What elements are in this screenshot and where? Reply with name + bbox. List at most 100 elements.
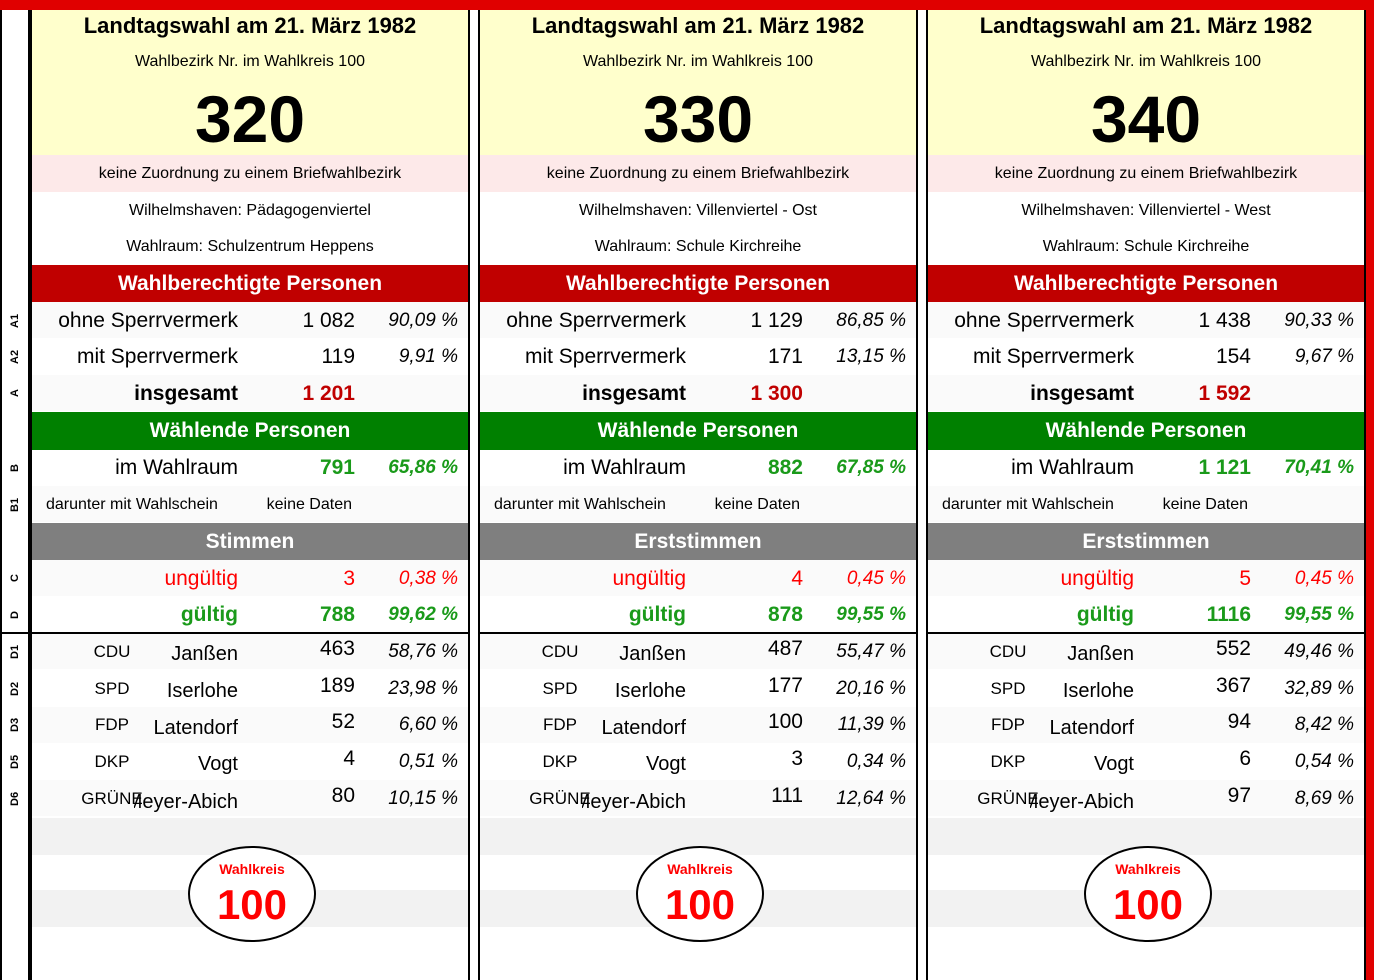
stripe — [32, 633, 468, 669]
percent: 70,41 % — [1284, 457, 1354, 478]
title: Landtagswahl am 21. März 1982 — [979, 13, 1313, 38]
divider — [0, 632, 30, 634]
badge-number: 100 — [216, 881, 288, 928]
label: mit Sperrvermerk — [972, 345, 1134, 368]
candidate: Iserlohe — [166, 680, 238, 702]
percent: 99,55 % — [1284, 604, 1354, 625]
value: 1 129 — [750, 308, 803, 332]
assignment: keine Zuordnung zu einem Briefwahlbezirk — [98, 164, 402, 182]
row-label: B1 — [9, 497, 21, 512]
stripe — [480, 302, 916, 338]
header-bg — [928, 412, 1364, 450]
section-header: Wahlberechtigte Personen — [565, 271, 831, 295]
stripe — [480, 780, 916, 816]
header-bg — [32, 265, 468, 302]
percent: 6,60 % — [398, 714, 458, 735]
label: im Wahlraum — [1011, 456, 1134, 479]
header-bg — [480, 265, 916, 302]
badge-label: Wahlkreis — [219, 861, 285, 877]
candidate: Meyer-Abich — [582, 790, 686, 813]
stripe — [480, 633, 916, 669]
candidate: Latendorf — [153, 716, 238, 739]
row-label: D — [9, 611, 21, 619]
percent: 0,34 % — [846, 750, 906, 772]
section-header: Wahlberechtigte Personen — [117, 271, 383, 295]
label: insgesamt — [582, 381, 686, 405]
candidate: Janßen — [619, 643, 686, 665]
percent: 32,89 % — [1284, 677, 1354, 699]
candidate: Janßen — [1067, 643, 1134, 665]
stripe — [32, 375, 468, 411]
stripe — [928, 302, 1364, 338]
value: 80 — [331, 784, 355, 807]
party: CDU — [541, 641, 579, 661]
district-number: 340 — [1090, 82, 1202, 155]
label: ungültig — [612, 566, 686, 590]
district: Wilhelmshaven: Villenviertel - Ost — [578, 201, 817, 219]
value: 177 — [767, 673, 803, 697]
candidate: Janßen — [171, 643, 238, 665]
percent: 49,46 % — [1284, 640, 1354, 662]
room: Wahlraum: Schule Kirchreihe — [594, 238, 802, 255]
room: Wahlraum: Schulzentrum Heppens — [126, 238, 374, 255]
party: FDP — [991, 715, 1025, 734]
percent: 55,47 % — [836, 640, 906, 662]
value: keine Daten — [714, 495, 800, 513]
percent: 13,15 % — [836, 346, 906, 367]
candidate: Iserlohe — [1062, 680, 1134, 702]
percent: 99,55 % — [836, 604, 906, 625]
party: DKP — [990, 751, 1026, 771]
label: im Wahlraum — [563, 456, 686, 479]
value: 1 121 — [1198, 456, 1251, 479]
stripe — [480, 560, 916, 596]
value: keine Daten — [266, 495, 352, 513]
candidate: Vogt — [197, 753, 238, 775]
district: Wilhelmshaven: Villenviertel - West — [1021, 201, 1271, 219]
label-column — [0, 10, 30, 980]
label: darunter mit Wahlschein — [942, 495, 1114, 513]
right-bar — [1366, 0, 1374, 980]
title: Landtagswahl am 21. März 1982 — [531, 13, 865, 38]
stripe — [480, 486, 916, 522]
value: 1 300 — [750, 381, 803, 405]
label: insgesamt — [1030, 381, 1134, 405]
pink-bg — [32, 155, 468, 192]
percent: 0,51 % — [398, 750, 458, 772]
percent: 0,54 % — [1294, 750, 1354, 772]
district: Wilhelmshaven: Pädagogenviertel — [129, 201, 371, 219]
top-bar — [0, 0, 1374, 10]
label: ungültig — [164, 566, 238, 590]
stripe — [480, 707, 916, 743]
section-header: Wählende Personen — [597, 419, 799, 442]
percent: 0,38 % — [398, 567, 458, 589]
percent: 86,85 % — [836, 309, 906, 331]
value: 4 — [791, 566, 803, 590]
label: mit Sperrvermerk — [76, 345, 238, 368]
party: SPD — [542, 678, 578, 698]
stripe — [928, 780, 1364, 816]
value: 6 — [1239, 746, 1251, 770]
section-header: Erststimmen — [1082, 529, 1210, 553]
district-number: 330 — [642, 82, 754, 155]
stripe — [928, 707, 1364, 743]
value: 463 — [319, 636, 355, 660]
stripe — [32, 486, 468, 522]
stripe — [928, 486, 1364, 522]
stripe — [32, 302, 468, 338]
value: 154 — [1215, 345, 1251, 368]
row-label: A — [9, 389, 21, 398]
candidate: Iserlohe — [614, 680, 686, 702]
subtitle: Wahlbezirk Nr. im Wahlkreis 100 — [135, 53, 365, 70]
percent: 9,91 % — [398, 346, 458, 367]
row-label: D1 — [9, 644, 21, 659]
section-header: Wahlberechtigte Personen — [1013, 271, 1279, 295]
value: keine Daten — [1162, 495, 1248, 513]
value: 791 — [319, 456, 355, 479]
value: 552 — [1215, 636, 1251, 660]
party: CDU — [93, 641, 131, 661]
label: gültig — [180, 603, 238, 626]
candidate: Vogt — [645, 753, 686, 775]
label: gültig — [1076, 603, 1134, 626]
room: Wahlraum: Schule Kirchreihe — [1042, 238, 1250, 255]
